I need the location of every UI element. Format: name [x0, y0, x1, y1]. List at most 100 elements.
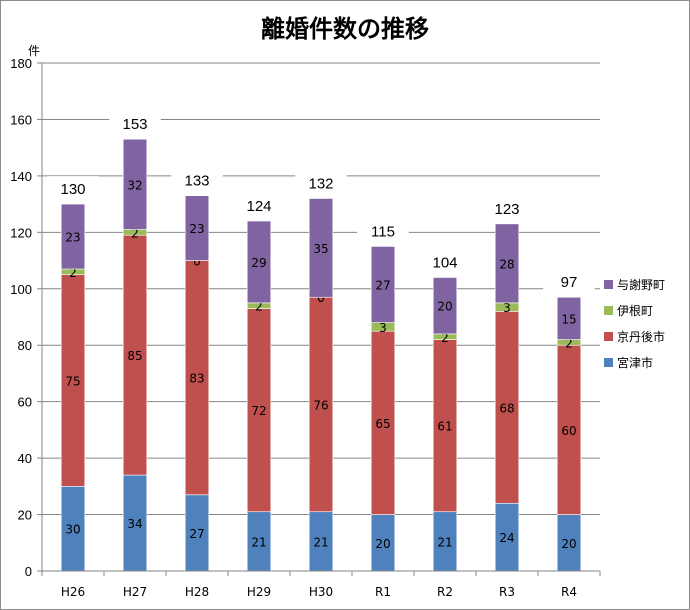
y-tick-label: 120	[10, 225, 32, 240]
data-label: 85	[127, 349, 142, 363]
total-label-backdrop	[481, 195, 533, 218]
x-tick-label: H30	[309, 585, 333, 599]
data-label: 23	[65, 231, 80, 245]
bar-stack-R2: 21 61 2 20 104	[419, 249, 471, 572]
data-label: 76	[313, 398, 328, 412]
total-label-backdrop	[295, 170, 347, 193]
data-label: 20	[561, 537, 576, 551]
data-label: 32	[127, 178, 142, 192]
y-axis-ticks: 0 20 40 60 80 100 120 140 160 180	[10, 56, 42, 579]
total-label: 115	[371, 223, 395, 240]
bar-segment	[370, 246, 396, 323]
legend-item: 伊根町	[604, 304, 653, 318]
data-label: 72	[251, 404, 266, 418]
bar-stack-H27: 34 85 2 32 153	[109, 111, 161, 572]
bar-stack-H29: 21 72 2 29 124	[233, 193, 285, 572]
bar-segment	[308, 198, 334, 298]
data-label: 2	[441, 331, 449, 345]
legend-label: 与謝野町	[617, 277, 665, 292]
data-label: 27	[189, 527, 204, 541]
data-label: 35	[313, 242, 328, 256]
bar-stack-H26: 30 75 2 23 130	[47, 176, 99, 572]
axes	[41, 63, 600, 572]
x-tick-label: H27	[123, 585, 147, 599]
total-label: 153	[122, 116, 147, 133]
legend-swatch	[604, 332, 613, 341]
y-tick-label: 80	[18, 338, 32, 353]
legend-swatch	[604, 280, 613, 289]
bar-segment	[556, 296, 582, 340]
total-label: 123	[494, 201, 519, 218]
legend-label: 伊根町	[617, 304, 653, 318]
x-tick-label: R4	[561, 585, 577, 599]
bar-segment	[122, 138, 148, 230]
legend-swatch	[604, 358, 613, 367]
chart-title: 離婚件数の推移	[261, 15, 429, 43]
legend-swatch	[604, 306, 613, 315]
x-tick-label: H28	[185, 585, 209, 599]
data-label: 60	[561, 424, 576, 438]
total-label: 97	[561, 274, 578, 291]
total-label-backdrop	[543, 269, 595, 292]
y-tick-label: 60	[18, 395, 32, 410]
data-label: 2	[565, 336, 573, 350]
bars: 3075223130348523215327830231332172229124…	[47, 111, 595, 572]
data-label: 83	[189, 372, 204, 386]
bar-segment	[184, 195, 210, 261]
data-label: 61	[437, 420, 452, 434]
total-label-backdrop	[109, 111, 161, 134]
total-label-backdrop	[171, 167, 223, 190]
data-label: 2	[69, 266, 77, 280]
bar-stack-R3: 24 68 3 28 123	[481, 195, 533, 572]
data-label: 30	[65, 523, 80, 537]
data-label: 21	[251, 535, 266, 549]
data-label: 3	[503, 301, 511, 315]
total-label: 124	[246, 198, 271, 215]
data-label: 20	[437, 300, 452, 314]
data-label: 29	[251, 256, 266, 270]
data-label: 0	[317, 291, 325, 305]
bar-segment	[60, 203, 86, 270]
bar-segment	[432, 277, 458, 335]
data-label: 24	[499, 531, 514, 545]
data-label: 15	[561, 312, 576, 326]
x-tick-label: R3	[499, 585, 515, 599]
data-label: 34	[127, 517, 142, 531]
bar-segment	[246, 220, 272, 304]
data-label: 21	[313, 535, 328, 549]
legend-item: 与謝野町	[604, 277, 665, 292]
bar-stack-H30: 21 76 0 35 132	[295, 170, 347, 572]
legend-label: 京丹後市	[617, 329, 665, 344]
bar-stack-R1: 20 65 3 27 115	[357, 218, 409, 572]
y-tick-label: 40	[18, 451, 32, 466]
y-tick-label: 20	[18, 508, 32, 523]
data-label: 20	[375, 537, 390, 551]
x-tick-label: R1	[375, 585, 391, 599]
data-label: 2	[131, 226, 139, 240]
data-label: 27	[375, 279, 390, 293]
x-tick-label: H26	[61, 585, 85, 599]
y-tick-label: 140	[10, 169, 32, 184]
data-label: 21	[437, 535, 452, 549]
data-label: 75	[65, 375, 80, 389]
data-label: 0	[193, 255, 201, 269]
x-tick-label: R2	[437, 585, 453, 599]
y-axis-unit-label: 件	[28, 44, 40, 58]
x-tick-label: H29	[247, 585, 271, 599]
total-label: 104	[432, 254, 457, 271]
y-tick-label: 100	[10, 282, 32, 297]
data-label: 65	[375, 417, 390, 431]
data-label: 3	[379, 321, 387, 335]
x-axis-ticks: H26 H27 H28 H29 H30 R1 R2 R3 R4	[41, 571, 601, 599]
legend-item: 京丹後市	[604, 329, 665, 344]
legend-item: 宮津市	[604, 355, 653, 370]
data-label: 23	[189, 222, 204, 236]
data-label: 68	[499, 401, 514, 415]
bar-stack-R4: 20 60 2 15 97	[543, 269, 595, 572]
y-tick-label: 0	[25, 564, 32, 579]
total-label-backdrop	[357, 218, 409, 241]
total-label: 130	[60, 181, 85, 198]
data-label: 28	[499, 257, 514, 271]
bar-stack-H28: 27 83 0 23 133	[171, 167, 223, 572]
